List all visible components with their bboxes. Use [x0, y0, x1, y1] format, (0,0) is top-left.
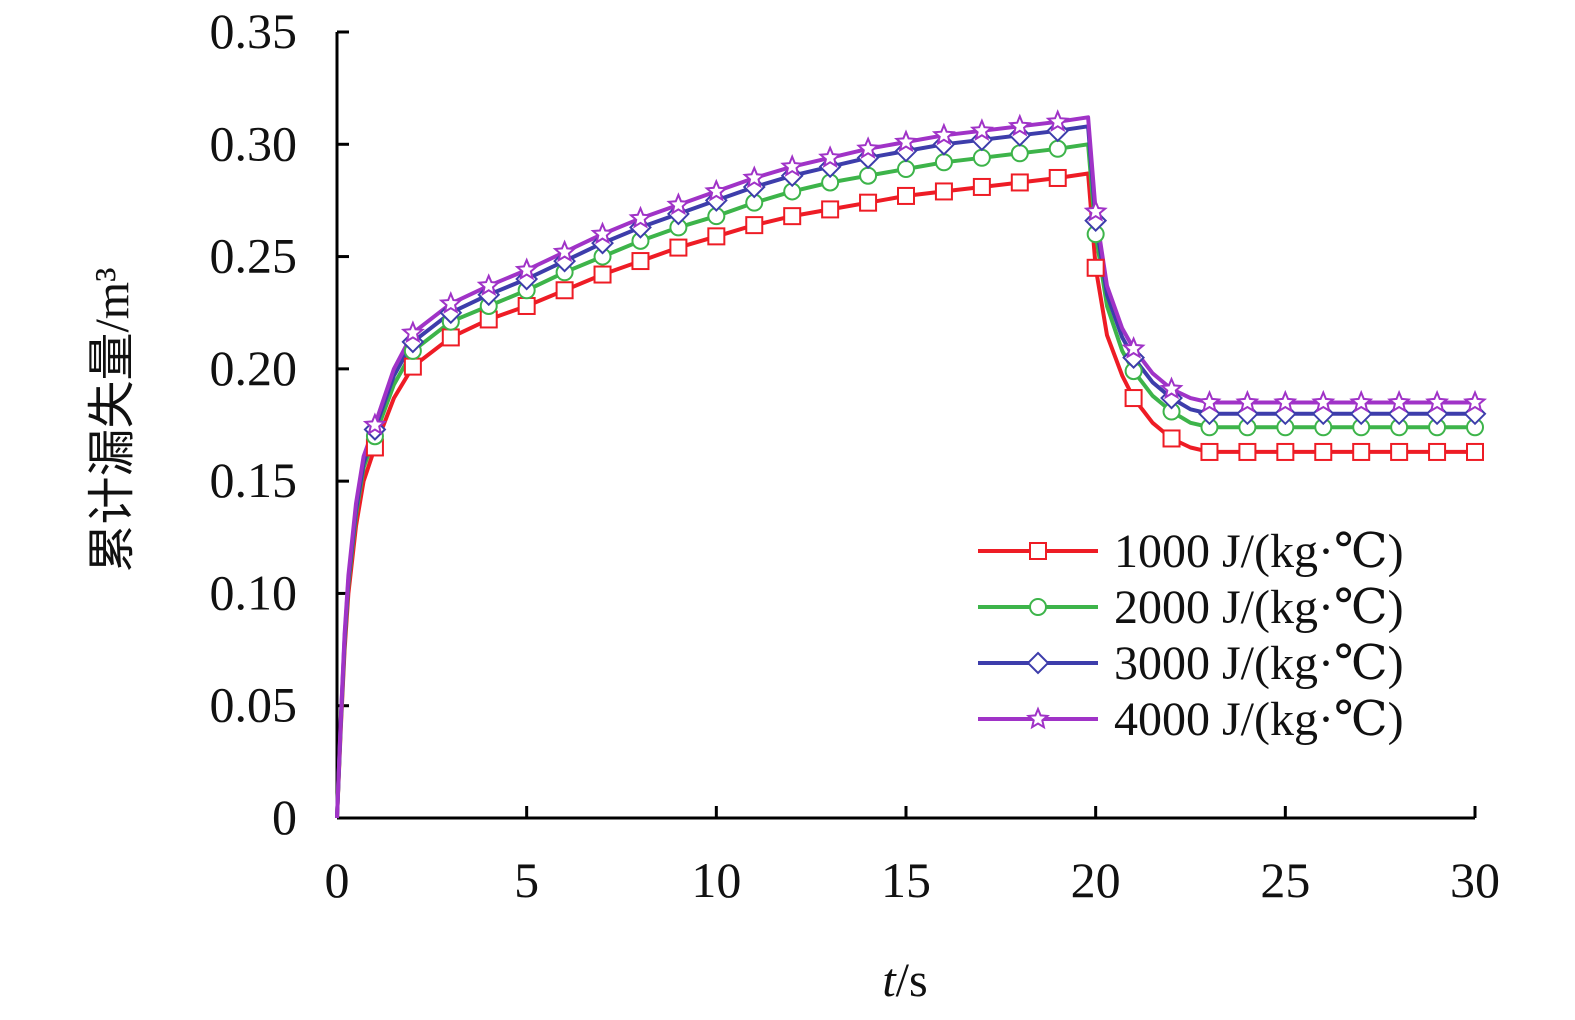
series-4-marker: [1083, 199, 1108, 222]
x-tick-label: 30: [1450, 852, 1500, 908]
legend-marker-3: [1026, 651, 1050, 675]
series-1-marker: [403, 357, 422, 376]
series-2-marker: [1010, 144, 1029, 163]
series-1-marker: [859, 193, 878, 212]
series-4-marker: [1121, 335, 1146, 359]
x-axis-title-unit: /s: [896, 954, 928, 1007]
y-axis-title: 累计漏失量/m³: [86, 267, 139, 572]
series-4-marker: [514, 257, 539, 281]
series-4-marker: [1311, 389, 1336, 413]
x-tick-label: 15: [881, 852, 931, 908]
series-4-marker: [1463, 389, 1487, 413]
x-tick-label: 0: [325, 852, 350, 908]
series-2-marker: [972, 148, 991, 167]
series-4-marker: [1273, 389, 1298, 413]
series-4-marker: [780, 154, 805, 177]
series-2-marker: [897, 159, 915, 178]
y-tick-label: 0: [272, 789, 297, 845]
x-tick-label: 5: [514, 852, 539, 908]
series-1-marker: [517, 296, 536, 315]
y-tick-label: 0.10: [210, 564, 298, 620]
series-4-marker: [1007, 113, 1032, 137]
x-tick-label: 10: [691, 852, 741, 908]
series-2-marker: [934, 153, 953, 172]
series-1-marker: [441, 328, 460, 347]
x-tick-label: 20: [1071, 852, 1121, 908]
x-tick-label: 25: [1260, 852, 1310, 908]
legend-label-1: 1000 J/(kg·℃): [1114, 525, 1404, 578]
legend-marker-4: [1026, 706, 1050, 730]
series-4-marker: [1159, 376, 1184, 400]
series-1-marker: [972, 177, 991, 196]
series-4-marker: [931, 122, 956, 146]
series-4-marker: [856, 136, 881, 160]
series-4-marker: [666, 192, 691, 216]
legend-label-4: 4000 J/(kg·℃): [1114, 693, 1404, 746]
series-1-marker: [745, 216, 764, 235]
series-1-marker: [1200, 442, 1219, 461]
y-tick-label: 0.20: [210, 340, 298, 396]
series-4-marker: [590, 221, 615, 245]
series-4-marker: [818, 145, 843, 169]
x-axis-title-italic: t: [882, 954, 897, 1007]
series-2-marker: [1048, 139, 1067, 158]
series-1-marker: [707, 227, 726, 246]
series-1-marker: [1428, 442, 1447, 461]
y-tick-label: 0.15: [210, 452, 298, 508]
series-4-marker: [476, 273, 501, 297]
series-4-marker: [1425, 389, 1450, 413]
series-4-marker: [894, 129, 918, 153]
series-1-marker: [1352, 442, 1371, 461]
series-1-marker: [897, 186, 915, 205]
legend-marker-1: [1029, 542, 1047, 560]
legend-label-3: 3000 J/(kg·℃): [1114, 637, 1404, 690]
series-4-marker: [438, 291, 463, 314]
series-markers: [362, 109, 1487, 461]
series-4-marker: [1235, 389, 1260, 413]
series-1-marker: [1276, 442, 1295, 461]
series-1-marker: [934, 182, 953, 201]
series-4-marker: [552, 239, 577, 263]
series-4-marker: [969, 118, 994, 142]
x-axis-title: t/s: [882, 954, 927, 1007]
series-1-marker: [669, 238, 688, 257]
series-1-marker: [821, 200, 840, 219]
y-tick-label: 0.35: [210, 3, 298, 59]
series-1-marker: [1162, 429, 1181, 448]
series-4-marker: [1045, 109, 1070, 133]
legend-label-2: 2000 J/(kg·℃): [1114, 581, 1404, 634]
series-1-marker: [1086, 258, 1105, 277]
series-2-marker: [859, 166, 878, 185]
series-1-marker: [1048, 168, 1067, 187]
series-1-marker: [555, 281, 574, 300]
series-4-marker: [704, 178, 729, 202]
series-4-marker: [1197, 389, 1222, 413]
series-4-marker: [628, 205, 653, 229]
series-1-marker: [1238, 442, 1257, 461]
ticks: 0 0.05 0.10 0.15 0.20 0.25 0.30 0.35 0 5 10 15 20 25 3…: [210, 3, 1501, 908]
series-1-marker: [1314, 442, 1333, 461]
y-tick-label: 0.25: [210, 228, 298, 284]
series-1-marker: [1466, 442, 1484, 461]
y-tick-label: 0.30: [210, 115, 298, 171]
series-4-marker: [742, 165, 767, 189]
series-1-marker: [593, 265, 612, 284]
series-4-marker: [1387, 389, 1412, 413]
series-4-marker: [1349, 389, 1374, 413]
legend-marker-2: [1029, 598, 1047, 616]
series-1-marker: [631, 252, 650, 271]
series-1-marker: [1010, 173, 1029, 192]
series-1-marker: [1124, 389, 1143, 408]
series-1-marker: [783, 207, 802, 226]
series-4-marker: [400, 320, 425, 344]
series-4-marker: [362, 412, 387, 436]
legend: 1000 J/(kg·℃)2000 J/(kg·℃)3000 J/(kg·℃)4…: [978, 525, 1404, 746]
series-1-marker: [1390, 442, 1409, 461]
y-tick-label: 0.05: [210, 677, 298, 733]
